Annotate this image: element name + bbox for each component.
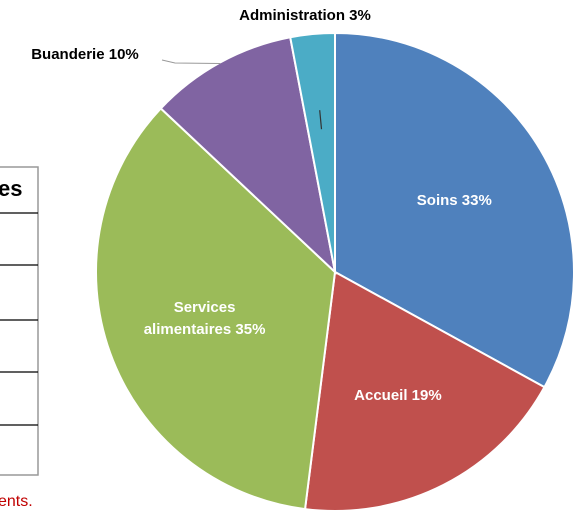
table-header: es	[0, 176, 22, 201]
data-label-box: Accueil 19%	[354, 386, 442, 404]
data-label-box: Buanderie 10%	[31, 46, 139, 63]
note: ents.	[0, 493, 33, 510]
table-frame	[0, 166, 39, 476]
leader-line	[161, 59, 221, 64]
table-rules	[0, 212, 38, 426]
pie-slice	[303, 270, 546, 512]
data-label: Soins 33%	[416, 192, 492, 210]
data-label: Administration 3%	[239, 7, 371, 24]
data-label-box: Administration 3%	[239, 7, 371, 24]
data-label: Buanderie 10%	[31, 46, 139, 63]
pie-slice	[289, 31, 336, 273]
data-label: Accueil 19%	[354, 386, 442, 404]
leader-line	[319, 110, 323, 130]
pie-slice	[159, 36, 337, 275]
data-label: Services alimentaires 35%	[143, 298, 266, 338]
pie-slice	[95, 106, 337, 511]
pie-slice	[334, 31, 575, 389]
data-label-box: Soins 33%	[416, 192, 492, 210]
data-label-box: Services alimentaires 35%	[143, 298, 266, 338]
